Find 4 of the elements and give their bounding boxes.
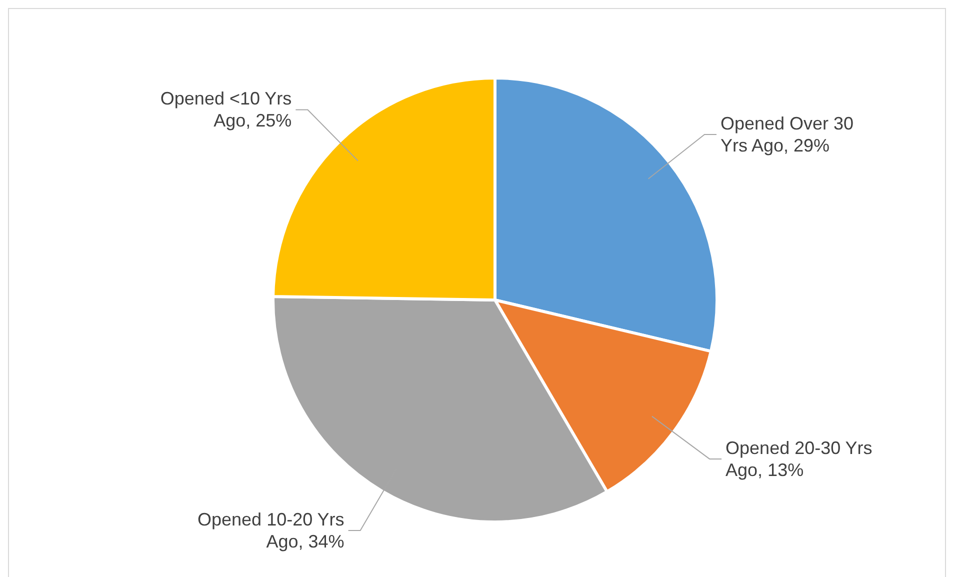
- slice-label: Opened 10-20 Yrs Ago, 34%: [198, 510, 344, 552]
- slice-label: Opened <10 Yrs Ago, 25%: [160, 88, 292, 131]
- slice-label: Opened 20-30 Yrs Ago, 13%: [726, 438, 872, 480]
- slice-label: Opened Over 30 Yrs Ago, 29%: [720, 113, 854, 156]
